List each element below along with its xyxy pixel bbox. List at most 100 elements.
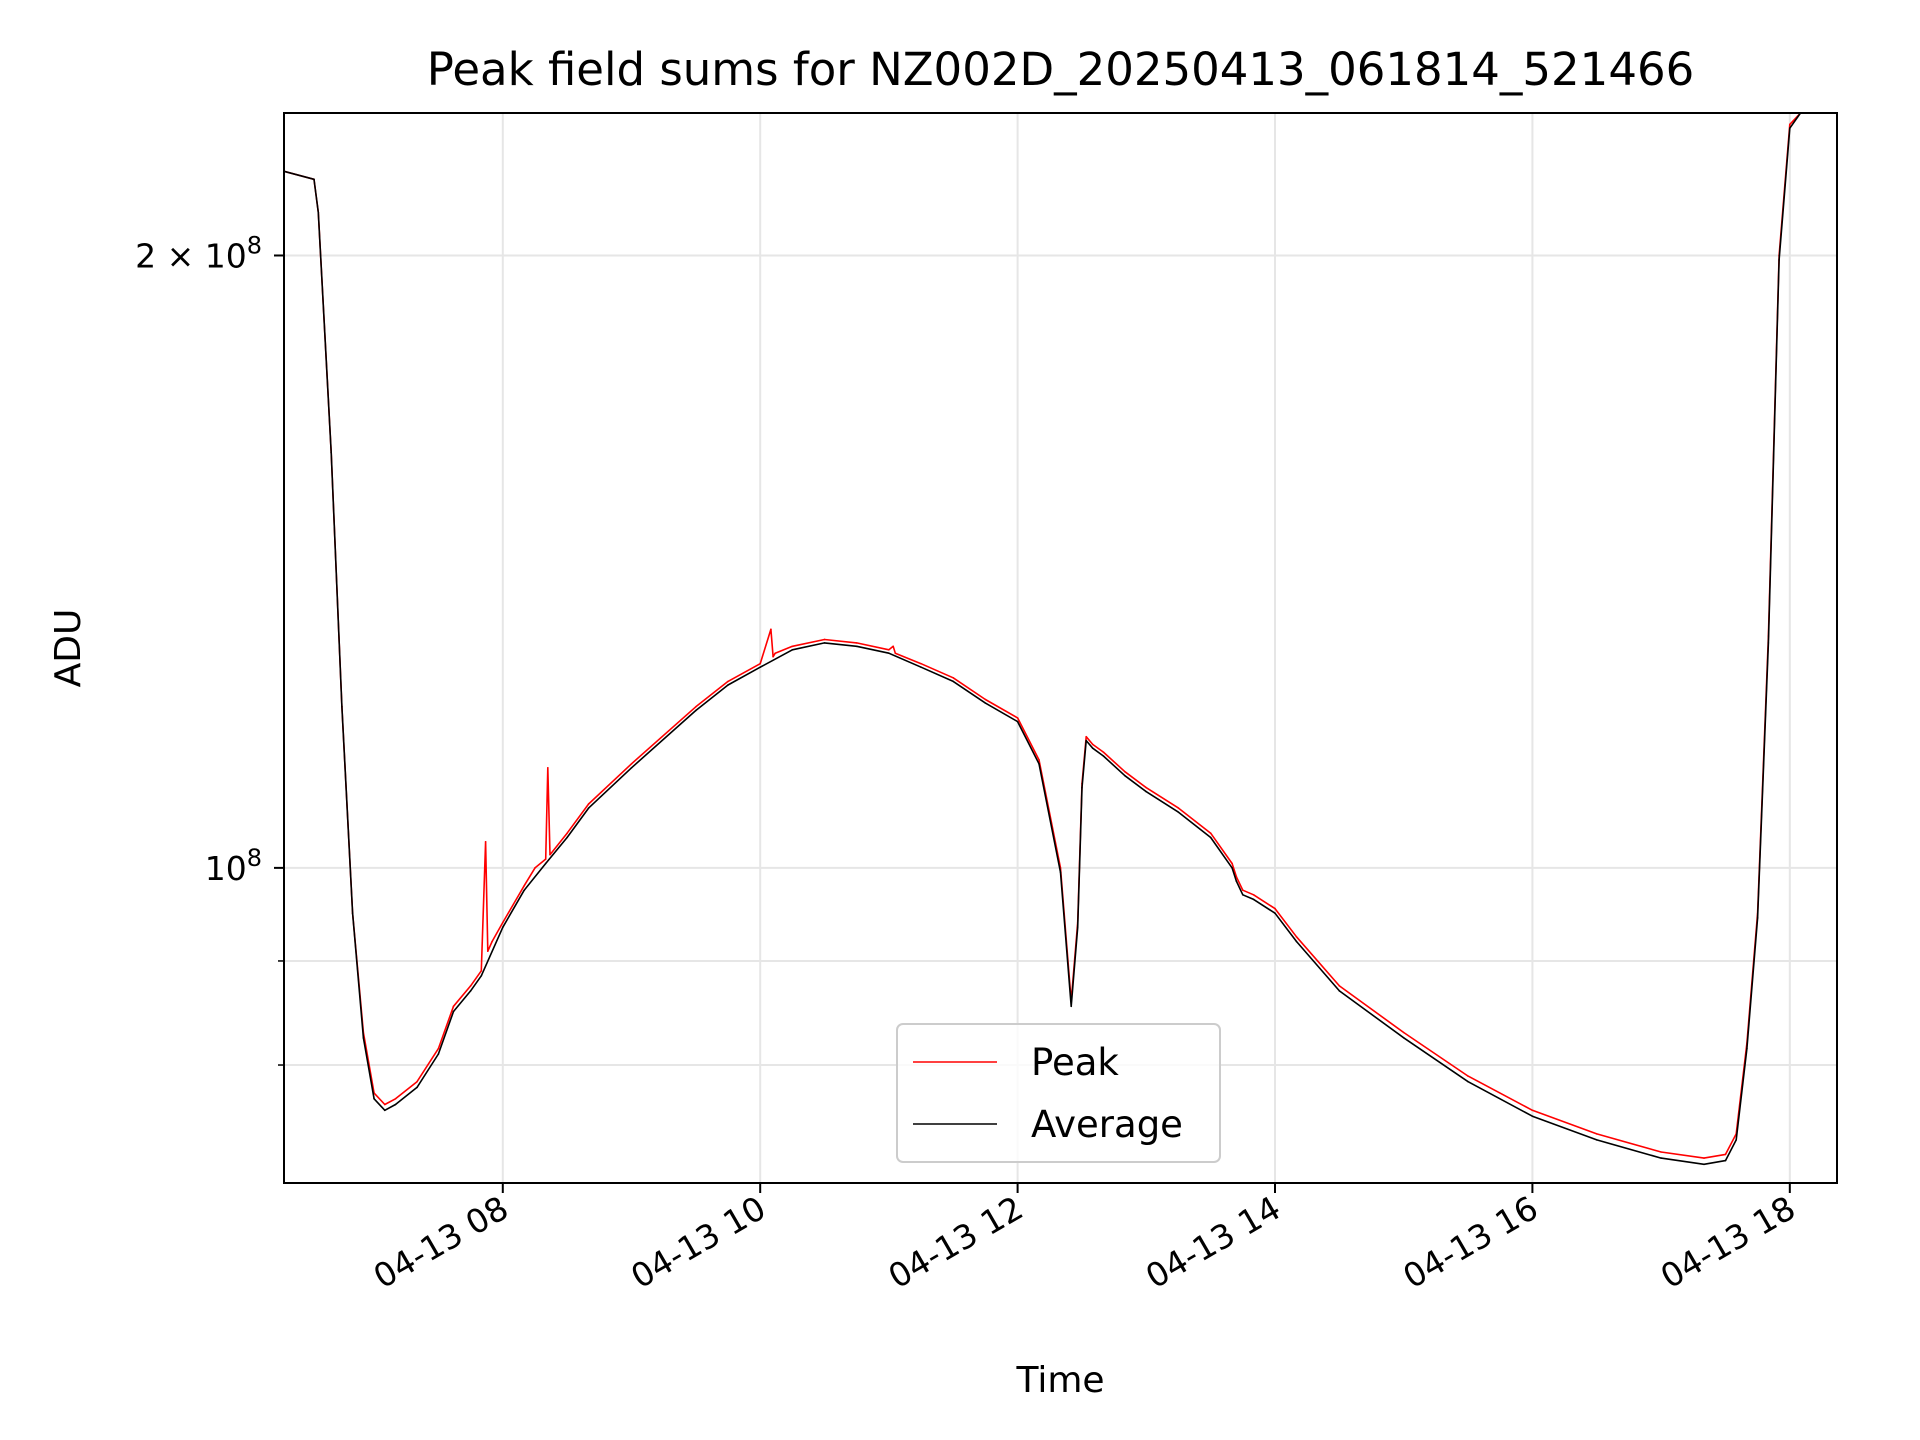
data-point-peak bbox=[952, 677, 955, 679]
data-point-peak bbox=[791, 645, 794, 648]
data-point-peak bbox=[1724, 1153, 1727, 1156]
data-point-peak bbox=[1085, 735, 1088, 738]
y-tick-label: 108 bbox=[205, 844, 262, 888]
data-point-peak bbox=[892, 645, 894, 648]
data-point-average bbox=[888, 652, 890, 655]
plot-frame bbox=[283, 112, 1838, 1184]
data-point-average bbox=[1402, 1037, 1405, 1039]
data-point-peak bbox=[384, 1103, 386, 1106]
data-point-average bbox=[1038, 763, 1040, 765]
data-point-peak bbox=[437, 1047, 440, 1050]
data-point-peak bbox=[1703, 1157, 1705, 1159]
data-point-peak bbox=[1338, 985, 1341, 987]
data-point-peak bbox=[1402, 1031, 1405, 1034]
data-point-peak bbox=[469, 985, 472, 987]
data-point-average bbox=[469, 990, 472, 992]
data-point-average bbox=[351, 912, 354, 914]
data-point-average bbox=[759, 666, 761, 669]
data-point-peak bbox=[1274, 907, 1276, 910]
data-point-peak bbox=[534, 867, 536, 869]
data-point-peak bbox=[484, 840, 487, 843]
data-point-average bbox=[317, 211, 320, 214]
data-point-peak bbox=[894, 652, 897, 655]
data-point-peak bbox=[759, 662, 761, 665]
data-point-average bbox=[727, 684, 729, 686]
data-point-peak bbox=[1467, 1075, 1469, 1077]
data-point-average bbox=[1145, 790, 1148, 793]
data-point-average bbox=[1338, 990, 1341, 992]
legend: Peak Average bbox=[896, 1023, 1221, 1163]
data-point-peak bbox=[770, 628, 772, 631]
data-point-peak bbox=[1242, 889, 1244, 892]
data-point-peak bbox=[774, 652, 777, 655]
legend-label-peak: Peak bbox=[1031, 1041, 1119, 1084]
data-point-peak bbox=[1177, 807, 1180, 809]
data-point-peak bbox=[1531, 1109, 1534, 1112]
data-point-average bbox=[1076, 926, 1079, 929]
data-point-average bbox=[501, 926, 504, 929]
data-point-average bbox=[341, 705, 343, 708]
data-point-average bbox=[544, 862, 547, 865]
data-point-average bbox=[587, 807, 590, 809]
y-axis-label: ADU bbox=[48, 609, 89, 688]
data-point-average bbox=[791, 648, 794, 651]
data-point-peak bbox=[1102, 751, 1105, 753]
data-point-average bbox=[1070, 1005, 1073, 1008]
data-point-average bbox=[480, 975, 483, 977]
data-point-peak bbox=[888, 648, 890, 651]
data-point-average bbox=[566, 836, 568, 839]
data-point-average bbox=[384, 1109, 386, 1112]
data-point-peak bbox=[547, 766, 549, 769]
data-point-peak bbox=[1209, 832, 1212, 835]
data-point-average bbox=[952, 680, 955, 683]
data-point-peak bbox=[1789, 123, 1791, 126]
data-point-average bbox=[1660, 1157, 1662, 1159]
data-point-average bbox=[437, 1053, 440, 1055]
data-point-average bbox=[1735, 1139, 1737, 1141]
data-point-peak bbox=[544, 858, 547, 860]
data-point-average bbox=[1209, 836, 1212, 839]
data-point-peak bbox=[452, 1005, 455, 1008]
data-point-average bbox=[1703, 1163, 1705, 1166]
x-axis-label: Time bbox=[1015, 1360, 1104, 1401]
data-point-peak bbox=[695, 705, 697, 708]
data-point-average bbox=[920, 666, 922, 669]
data-point-peak bbox=[480, 970, 483, 972]
data-point-peak bbox=[1252, 893, 1255, 896]
data-point-peak bbox=[1295, 935, 1298, 938]
data-point-average bbox=[1274, 912, 1276, 914]
data-point-average bbox=[1295, 940, 1298, 943]
data-point-average bbox=[1242, 893, 1244, 896]
data-point-average bbox=[630, 766, 633, 769]
data-point-peak bbox=[823, 638, 826, 641]
data-point-average bbox=[1085, 739, 1088, 742]
data-point-average bbox=[1467, 1080, 1469, 1083]
data-point-average bbox=[1756, 917, 1759, 919]
data-point-peak bbox=[772, 655, 774, 658]
data-point-average bbox=[1778, 259, 1780, 261]
data-point-peak bbox=[1231, 862, 1233, 865]
data-point-average bbox=[1767, 642, 1770, 644]
data-point-average bbox=[416, 1086, 418, 1089]
data-point-average bbox=[1235, 880, 1238, 883]
data-point-average bbox=[855, 645, 858, 648]
data-point-peak bbox=[1660, 1151, 1662, 1153]
data-point-peak bbox=[501, 921, 504, 924]
data-point-peak bbox=[1124, 770, 1126, 773]
data-point-peak bbox=[1038, 759, 1040, 761]
data-point-peak bbox=[486, 950, 489, 953]
data-point-average bbox=[1531, 1115, 1534, 1117]
data-point-peak bbox=[1091, 743, 1094, 746]
y-axis: 108 2 × 108 bbox=[135, 231, 284, 1066]
data-point-peak bbox=[630, 763, 633, 765]
data-point-average bbox=[1177, 811, 1180, 814]
data-point-average bbox=[362, 1037, 365, 1039]
data-point-average bbox=[1595, 1139, 1598, 1141]
legend-label-average: Average bbox=[1031, 1103, 1183, 1146]
data-point-peak bbox=[1595, 1133, 1598, 1135]
gridlines bbox=[284, 113, 1837, 1183]
data-point-average bbox=[823, 642, 826, 644]
data-point-peak bbox=[1235, 875, 1238, 878]
data-point-average bbox=[1016, 720, 1019, 723]
